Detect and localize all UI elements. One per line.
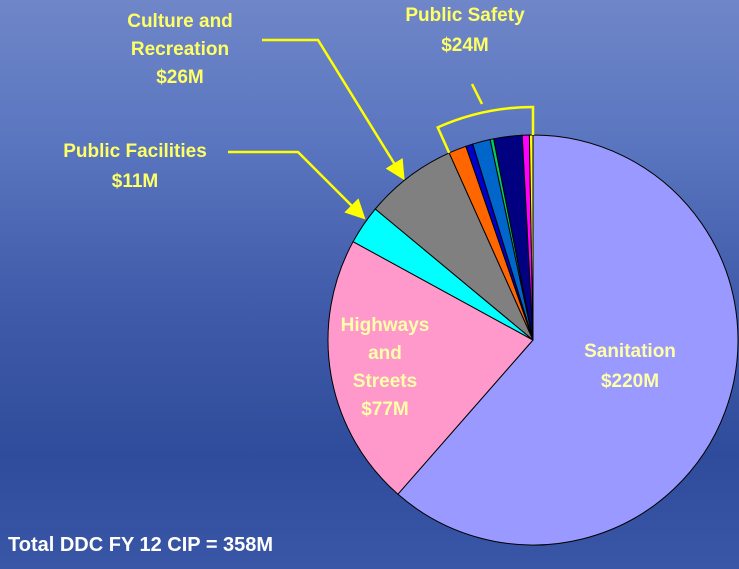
footnote: Total DDC FY 12 CIP = 358M [8, 534, 273, 557]
label: Culture and Recreation [100, 8, 260, 64]
value-label: $11M [35, 168, 235, 196]
label: Public Facilities [25, 138, 245, 166]
value-label: $77M [335, 396, 435, 424]
leader-line [262, 40, 402, 176]
slide: Culture and Recreation $26M Public Safet… [0, 0, 739, 569]
leader-line [472, 84, 482, 104]
leader-line [228, 152, 362, 216]
value-label: $26M [100, 64, 260, 92]
value-label: $220M [570, 368, 690, 396]
label: Highways and Streets [335, 312, 435, 396]
value-label: $24M [365, 32, 565, 60]
label: Public Safety [365, 2, 565, 30]
label: Sanitation [570, 338, 690, 366]
